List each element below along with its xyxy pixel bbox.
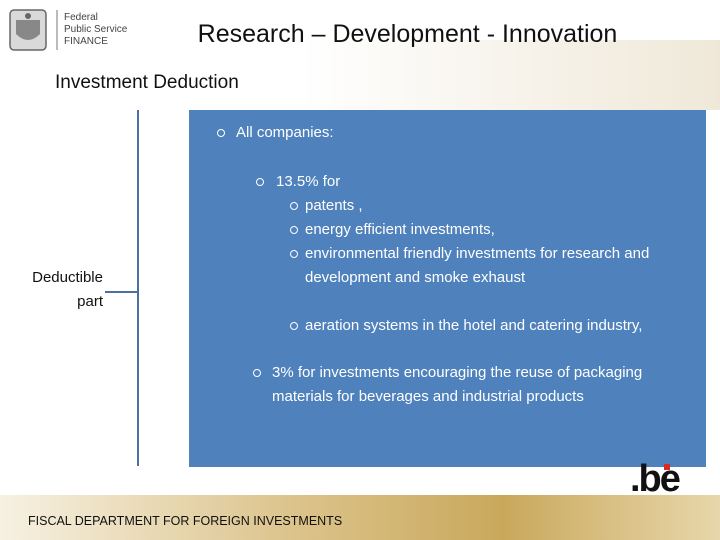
bullet (290, 202, 298, 210)
bracket-tick (105, 291, 138, 293)
logo-text: Federal Public Service FINANCE (64, 12, 127, 48)
bullet (290, 226, 298, 234)
bullet (217, 129, 225, 137)
subtitle: Investment Deduction (55, 72, 239, 93)
bullet (290, 250, 298, 258)
side-label: Deductible part (32, 269, 103, 310)
title: Research – Development - Innovation (197, 20, 618, 48)
bracket-line (137, 110, 139, 466)
logo (9, 9, 58, 51)
bullet (256, 178, 264, 186)
bullet (253, 369, 261, 377)
heading: All companies: (236, 124, 334, 141)
brand-mark (664, 464, 670, 470)
footer-text: FISCAL DEPARTMENT FOR FOREIGN INVESTMENT… (28, 514, 343, 528)
subitem: energy efficient investments, (305, 221, 495, 238)
logo-line: Federal (64, 12, 98, 23)
subitem: aeration systems in the hotel and cateri… (305, 317, 643, 334)
bullet (290, 322, 298, 330)
subitem: environmental friendly investments for r… (305, 245, 650, 286)
brand: .be (630, 458, 681, 500)
content-box (189, 110, 706, 467)
logo-line: FINANCE (64, 36, 108, 47)
item: 3% for investments encouraging the reuse… (272, 364, 643, 405)
subitem: patents , (305, 197, 363, 214)
footer-band (0, 495, 720, 540)
header-band (300, 40, 720, 110)
item: 13.5% for (276, 173, 341, 190)
logo-line: Public Service (64, 24, 128, 35)
